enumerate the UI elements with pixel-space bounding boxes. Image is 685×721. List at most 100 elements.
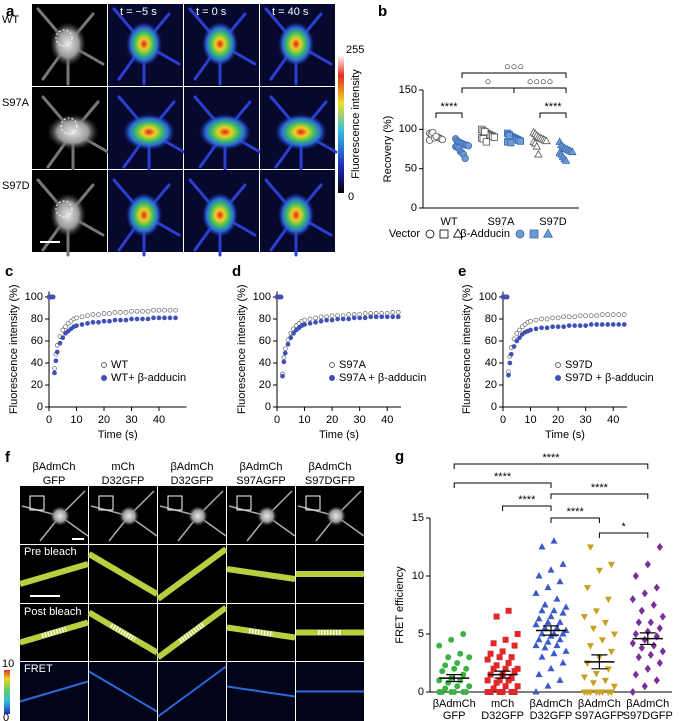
cell-body — [275, 114, 327, 150]
data-point — [516, 137, 525, 145]
data-point — [282, 350, 288, 356]
data-point — [50, 294, 56, 300]
data-point — [63, 324, 68, 330]
data-point — [632, 629, 639, 639]
y-tick-label: 5 — [418, 628, 424, 640]
data-point — [329, 317, 335, 323]
data-point — [156, 315, 162, 321]
sig-label: * — [621, 521, 626, 533]
data-point — [162, 315, 167, 321]
panel-letter: b — [378, 3, 387, 20]
column-header: D32GFP — [102, 475, 145, 487]
legend-label: S97A — [339, 359, 367, 371]
legend-label: WT — [111, 359, 128, 371]
data-point — [490, 133, 499, 141]
cell-body — [257, 506, 277, 526]
x-tick-label: βAdmCh — [529, 698, 572, 710]
error-bar — [494, 670, 511, 679]
data-point — [535, 614, 543, 622]
sig-label: **** — [591, 482, 609, 494]
data-point — [535, 670, 543, 678]
data-point — [499, 648, 506, 655]
data-point — [594, 322, 600, 327]
cell-body — [278, 22, 314, 66]
y-tick-label: 100 — [253, 291, 271, 303]
y-axis-label: Fluorescence intensity (%) — [236, 284, 248, 414]
data-point — [647, 618, 654, 627]
data-point — [129, 308, 134, 314]
data-point — [629, 595, 636, 604]
data-point — [532, 620, 540, 628]
data-point — [505, 607, 512, 614]
y-tick-label: 10 — [412, 570, 424, 582]
colorbar-max: 255 — [346, 44, 364, 56]
data-point — [460, 631, 467, 638]
data-point — [484, 656, 491, 663]
data-point — [621, 322, 627, 327]
data-point — [580, 674, 588, 681]
data-point — [445, 654, 452, 661]
data-point — [79, 314, 85, 320]
data-point — [555, 315, 561, 321]
data-point — [167, 315, 173, 321]
sig-bracket — [453, 463, 649, 469]
y-tick-label: 40 — [259, 357, 271, 369]
data-point — [544, 638, 552, 645]
data-point — [653, 676, 660, 685]
data-point — [598, 637, 606, 644]
roi-box — [305, 495, 321, 511]
error-bar — [591, 654, 608, 670]
data-point — [134, 308, 140, 314]
neurite — [156, 546, 228, 602]
y-tick-label: 20 — [485, 379, 497, 391]
data-point — [445, 679, 452, 686]
data-point — [151, 307, 156, 313]
data-point — [493, 613, 500, 620]
data-point — [454, 683, 461, 690]
x-tick-label: S97D — [539, 216, 567, 228]
data-point — [656, 624, 663, 633]
data-point — [605, 322, 611, 327]
data-point — [490, 640, 497, 647]
data-point — [442, 685, 449, 692]
data-point — [156, 307, 162, 313]
cell-body — [202, 22, 238, 66]
y-axis-label: FRET efficiency — [394, 566, 406, 644]
data-point — [505, 660, 512, 667]
sig-label: **** — [567, 506, 585, 518]
data-point — [451, 689, 458, 696]
data-point — [659, 647, 666, 656]
data-point — [395, 314, 401, 320]
data-point — [384, 314, 390, 320]
data-point — [52, 366, 57, 371]
column-header: S97AGFP — [236, 475, 286, 487]
data-point — [547, 566, 555, 573]
y-tick-label: 0 — [265, 401, 271, 413]
data-point — [502, 683, 509, 690]
cell-body — [50, 506, 70, 526]
x-tick-label: βAdmCh — [578, 698, 621, 710]
data-point — [442, 662, 449, 669]
data-point — [90, 312, 96, 317]
data-point — [629, 639, 636, 648]
data-point — [496, 654, 503, 661]
data-point — [568, 147, 577, 156]
data-point — [553, 595, 561, 602]
data-point — [439, 668, 446, 675]
sig-bracket — [435, 112, 463, 118]
data-point — [604, 596, 612, 604]
data-point — [79, 322, 85, 327]
colorbar-max: 10 — [2, 658, 14, 670]
data-point — [123, 310, 129, 315]
data-point — [466, 683, 473, 690]
time-label: t = −5 s — [120, 6, 157, 18]
data-point — [580, 614, 588, 621]
time-label: t = 0 s — [196, 6, 227, 18]
data-point — [650, 641, 657, 650]
data-point — [464, 142, 472, 150]
data-point — [288, 335, 294, 341]
data-point — [57, 340, 63, 346]
data-point — [362, 311, 368, 316]
sig-label: **** — [544, 101, 562, 113]
